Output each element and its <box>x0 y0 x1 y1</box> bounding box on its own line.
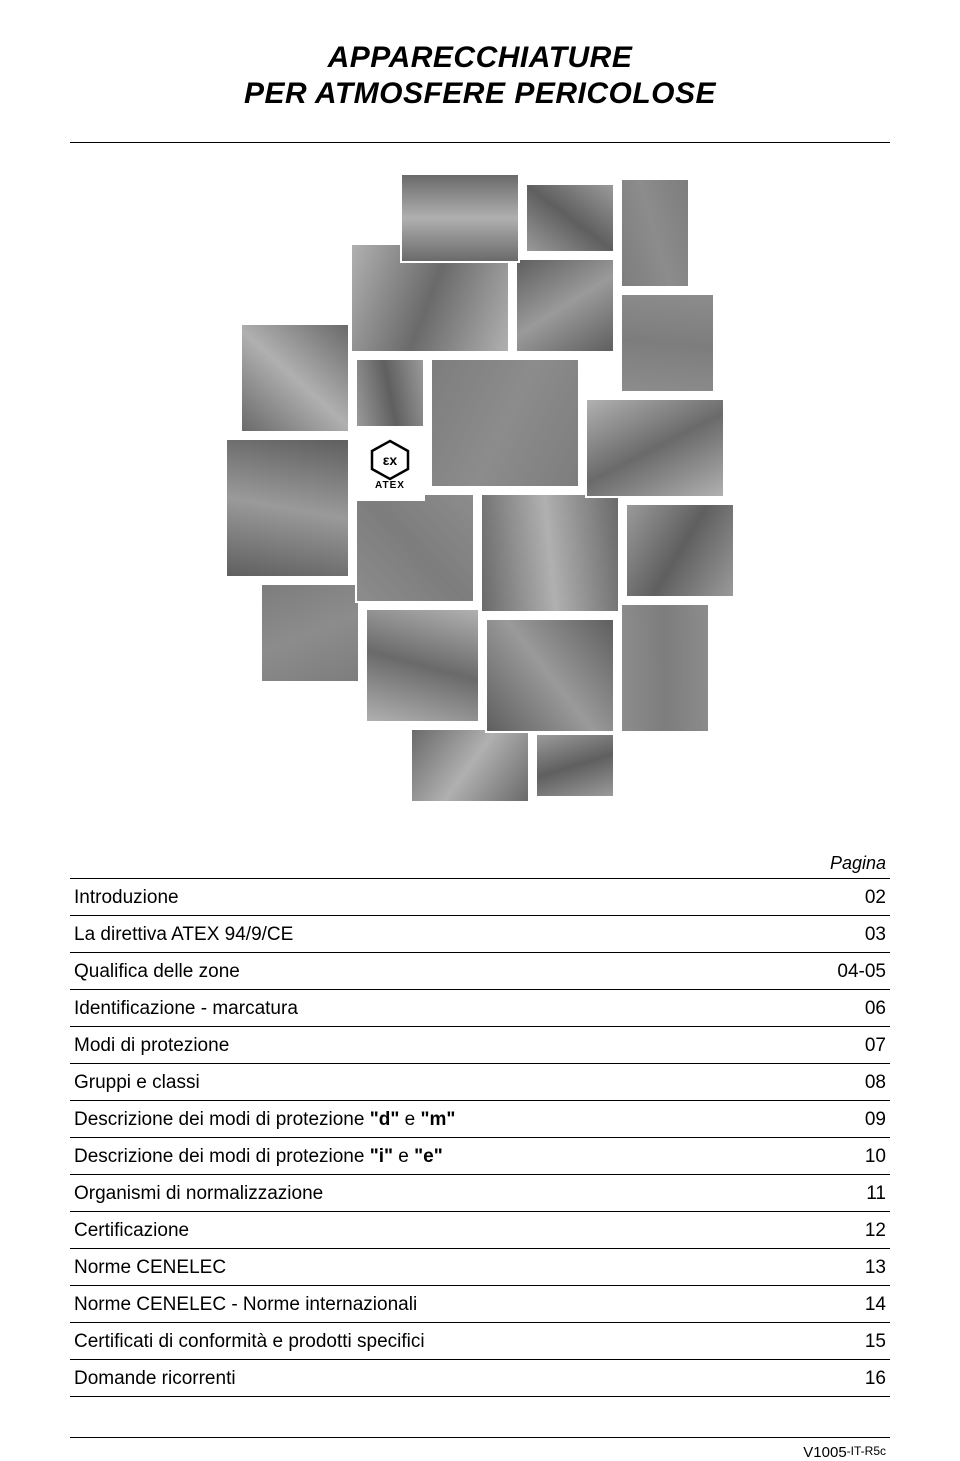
collage-tile <box>225 438 350 578</box>
toc-row-label: Certificazione <box>74 1220 816 1242</box>
collage-tile <box>525 183 615 253</box>
collage-tile <box>365 608 480 723</box>
toc-row-label: Qualifica delle zone <box>74 961 816 983</box>
collage-wrapper: εx ATEX <box>70 173 890 813</box>
toc-row-page: 13 <box>816 1257 886 1279</box>
collage-tile <box>515 258 615 353</box>
collage-tile <box>585 398 725 498</box>
toc-row: Norme CENELEC - Norme internazionali14 <box>70 1286 890 1323</box>
toc-row-page: 08 <box>816 1072 886 1094</box>
toc-row: Domande ricorrenti16 <box>70 1360 890 1397</box>
toc-row-label: Norme CENELEC <box>74 1257 816 1279</box>
collage-tile <box>535 733 615 798</box>
toc-row-page: 03 <box>816 924 886 946</box>
toc-header-label: Pagina <box>830 853 886 874</box>
toc-row-page: 14 <box>816 1294 886 1316</box>
collage-tile <box>260 583 360 683</box>
toc-row-page: 10 <box>816 1146 886 1168</box>
toc-row-page: 12 <box>816 1220 886 1242</box>
toc-row-label: Domande ricorrenti <box>74 1368 816 1390</box>
collage-tile <box>485 618 615 733</box>
industrial-collage: εx ATEX <box>200 173 760 813</box>
toc-row: Gruppi e classi08 <box>70 1064 890 1101</box>
toc-row-page: 16 <box>816 1368 886 1390</box>
toc-row-page: 04-05 <box>816 961 886 983</box>
toc-row: Norme CENELEC13 <box>70 1249 890 1286</box>
toc-row-label: Introduzione <box>74 887 816 909</box>
collage-tile <box>430 358 580 488</box>
atex-badge: εx ATEX <box>355 431 425 501</box>
toc-row-label: Gruppi e classi <box>74 1072 816 1094</box>
toc-row: Certificati di conformità e prodotti spe… <box>70 1323 890 1360</box>
toc-row: La direttiva ATEX 94/9/CE03 <box>70 916 890 953</box>
collage-tile <box>355 493 475 603</box>
toc-row: Organismi di normalizzazione11 <box>70 1175 890 1212</box>
page-root: APPARECCHIATURE PER ATMOSFERE PERICOLOSE… <box>0 0 960 1442</box>
toc-row: Introduzione02 <box>70 879 890 916</box>
table-of-contents: Pagina Introduzione02La direttiva ATEX 9… <box>70 853 890 1397</box>
toc-row: Descrizione dei modi di protezione "i" e… <box>70 1138 890 1175</box>
collage-tile <box>410 728 530 803</box>
toc-row-page: 02 <box>816 887 886 909</box>
toc-row-page: 06 <box>816 998 886 1020</box>
title-line-1: APPARECCHIATURE <box>70 40 890 76</box>
collage-tile <box>480 493 620 613</box>
collage-tile <box>400 173 520 263</box>
collage-tile <box>620 178 690 288</box>
toc-row-label: La direttiva ATEX 94/9/CE <box>74 924 816 946</box>
title-line-2: PER ATMOSFERE PERICOLOSE <box>70 76 890 112</box>
collage-tile <box>620 603 710 733</box>
footer-code: V1005 <box>803 1444 846 1461</box>
rule-under-title <box>70 142 890 143</box>
toc-header-row: Pagina <box>70 853 890 879</box>
atex-hexagon-icon: εx <box>368 441 412 479</box>
toc-row: Qualifica delle zone04-05 <box>70 953 890 990</box>
toc-row: Modi di protezione07 <box>70 1027 890 1064</box>
collage-tile <box>240 323 350 433</box>
collage-tile <box>620 293 715 393</box>
footer-suffix: -IT-R5c <box>847 1444 886 1461</box>
toc-row: Identificazione - marcatura06 <box>70 990 890 1027</box>
footer: V1005-IT-R5c <box>70 1438 890 1461</box>
title-block: APPARECCHIATURE PER ATMOSFERE PERICOLOSE <box>70 40 890 112</box>
toc-row-label: Modi di protezione <box>74 1035 816 1057</box>
toc-rows-container: Introduzione02La direttiva ATEX 94/9/CE0… <box>70 879 890 1397</box>
toc-row-page: 15 <box>816 1331 886 1353</box>
atex-symbol-text: εx <box>383 452 398 468</box>
toc-row-label: Certificati di conformità e prodotti spe… <box>74 1331 816 1353</box>
toc-row-label: Organismi di normalizzazione <box>74 1183 816 1205</box>
toc-row-label: Descrizione dei modi di protezione "d" e… <box>74 1109 816 1131</box>
toc-row: Certificazione12 <box>70 1212 890 1249</box>
toc-row-page: 11 <box>816 1183 886 1205</box>
toc-row-label: Descrizione dei modi di protezione "i" e… <box>74 1146 816 1168</box>
toc-row: Descrizione dei modi di protezione "d" e… <box>70 1101 890 1138</box>
toc-row-label: Identificazione - marcatura <box>74 998 816 1020</box>
collage-tile <box>355 358 425 428</box>
toc-row-page: 09 <box>816 1109 886 1131</box>
collage-tile <box>625 503 735 598</box>
toc-row-label: Norme CENELEC - Norme internazionali <box>74 1294 816 1316</box>
toc-row-page: 07 <box>816 1035 886 1057</box>
